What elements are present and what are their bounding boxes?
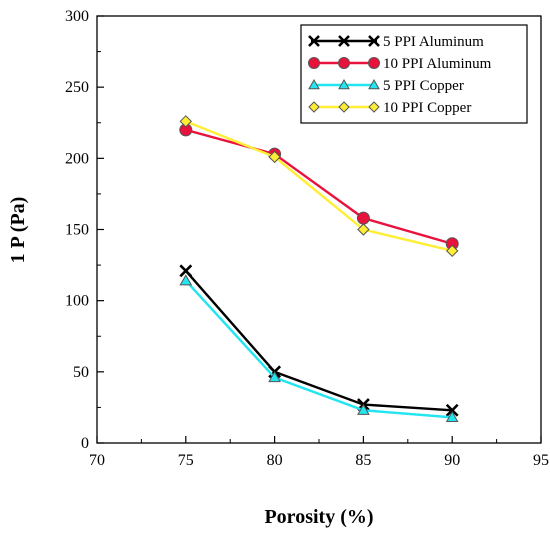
y-tick-label: 300 [65, 8, 89, 25]
series-layer [179, 115, 459, 423]
x-marker [338, 35, 350, 47]
series-line [185, 120, 453, 253]
x-marker [368, 35, 380, 47]
y-tick-label: 250 [65, 79, 89, 96]
legend-item: 5 PPI Copper [308, 78, 464, 94]
circle-marker [308, 57, 320, 69]
diamond-marker [445, 244, 459, 258]
diamond-marker [268, 150, 281, 164]
x-marker [179, 264, 193, 278]
legend-item: 5 PPI Aluminum [308, 34, 484, 50]
triangle-marker [338, 78, 350, 90]
circle-marker [368, 57, 380, 69]
legend-label: 5 PPI Aluminum [383, 34, 484, 50]
series-10-ppi-aluminum [179, 123, 459, 251]
x-marker [445, 403, 459, 417]
legend-label: 10 PPI Aluminum [383, 56, 492, 72]
diamond-marker [308, 101, 320, 113]
x-tick-label: 90 [444, 452, 460, 469]
triangle-marker [445, 410, 459, 423]
x-tick-label: 75 [178, 452, 194, 469]
axis-ticks: 70 75 80 85 90 95 0 50 100 150 200 250 300 [65, 8, 549, 469]
y-tick-label: 50 [73, 364, 89, 381]
diamond-marker [179, 115, 193, 128]
diamond-marker [357, 223, 370, 236]
circle-marker [338, 57, 350, 69]
circle-marker [356, 211, 370, 225]
legend-label: 10 PPI Copper [383, 100, 471, 116]
y-tick-label: 150 [65, 222, 89, 239]
x-tick-label: 85 [355, 452, 371, 469]
y-axis-title: 1 P (Pa) [7, 197, 29, 264]
triangle-marker [179, 274, 193, 286]
series-10-ppi-copper [179, 115, 459, 258]
y-tick-label: 0 [81, 435, 89, 452]
x-tick-label: 95 [533, 452, 549, 469]
legend-item: 10 PPI Copper [308, 100, 471, 116]
diamond-marker [338, 101, 350, 113]
triangle-marker [357, 403, 370, 415]
triangle-marker [268, 371, 281, 383]
x-marker [308, 35, 320, 47]
y-tick-label: 100 [65, 293, 89, 310]
series-5-ppi-copper [179, 274, 459, 423]
x-axis-title: Porosity (%) [264, 506, 373, 528]
legend: 5 PPI Aluminum 10 PPI Aluminum 5 PPI Coppe… [300, 24, 528, 124]
diamond-marker [368, 101, 380, 113]
series-line [184, 269, 453, 412]
series-line [185, 128, 453, 245]
triangle-marker [308, 78, 320, 90]
y-tick-label: 200 [65, 150, 89, 167]
series-line [184, 279, 453, 419]
triangle-marker [368, 78, 380, 90]
x-tick-label: 70 [89, 452, 105, 469]
x-tick-label: 80 [267, 452, 283, 469]
legend-item: 10 PPI Aluminum [308, 56, 492, 72]
legend-label: 5 PPI Copper [383, 78, 464, 94]
